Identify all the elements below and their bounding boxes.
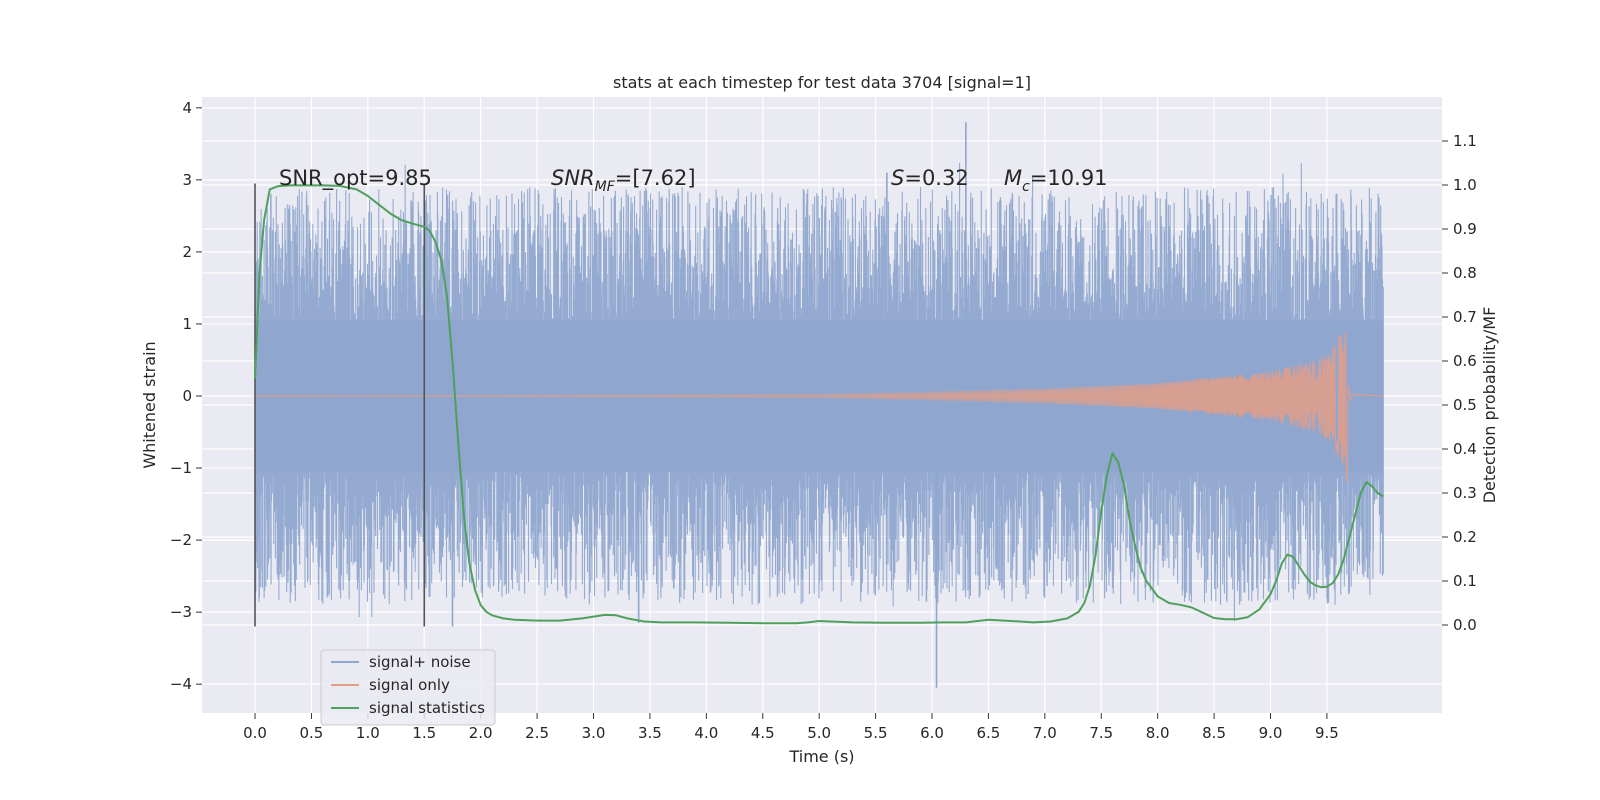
annotation-s: S=0.32 <box>891 166 969 190</box>
chirp-trace <box>255 330 1384 483</box>
axis-ticks: 0.0 0.5 1.0 1.5 2.0 2.5 3.0 3.5 4.0 4.5 5.0 5.5 6.0 6… <box>170 99 1477 742</box>
y-left-tick-label: −2 <box>170 531 192 549</box>
y-left-tick-label: 2 <box>182 243 192 261</box>
y-right-tick-label: 0.3 <box>1453 484 1477 502</box>
x-tick-label: 4.5 <box>751 724 775 742</box>
s-value: =0.32 <box>904 166 968 190</box>
x-tick-label: 5.5 <box>864 724 888 742</box>
snr-mf-sub: MF <box>595 179 616 195</box>
x-axis-label: Time (s) <box>788 747 854 766</box>
y-left-tick-label: 4 <box>182 99 192 117</box>
snr-mf-value: =[7.62] <box>615 166 696 190</box>
series-signal-statistics <box>254 184 1384 625</box>
x-tick-label: 6.5 <box>976 724 1000 742</box>
x-tick-label: 9.0 <box>1259 724 1283 742</box>
s-symbol: S <box>891 166 904 190</box>
y-axis-right-label: Detection probability/MF <box>1480 307 1499 504</box>
x-tick-label: 6.0 <box>920 724 944 742</box>
y-right-tick-label: 0.9 <box>1453 220 1477 238</box>
y-right-tick-label: 0.6 <box>1453 352 1477 370</box>
y-right-tick-label: 0.8 <box>1453 264 1477 282</box>
legend-label-signal-plus-noise: signal+ noise <box>369 653 471 671</box>
vertical-markers <box>254 183 426 627</box>
mc-sub: c <box>1022 179 1030 195</box>
mc-symbol: M <box>1004 166 1022 190</box>
snr-mf-main: SNR <box>551 166 595 190</box>
x-tick-label: 5.0 <box>807 724 831 742</box>
x-tick-label: 0.0 <box>243 724 267 742</box>
x-tick-label: 2.5 <box>525 724 549 742</box>
y-right-tick-label: 0.5 <box>1453 396 1477 414</box>
y-right-tick-label: 0.0 <box>1453 616 1477 634</box>
mc-value: =10.91 <box>1030 166 1108 190</box>
y-right-tick-label: 1.1 <box>1453 132 1477 150</box>
x-tick-label: 1.5 <box>412 724 436 742</box>
y-right-tick-label: 1.0 <box>1453 176 1477 194</box>
stat-line <box>254 184 1384 625</box>
x-tick-label: 7.0 <box>1033 724 1057 742</box>
legend-label-signal-only: signal only <box>369 676 450 694</box>
y-left-tick-label: 3 <box>182 171 192 189</box>
series-signal-only <box>255 330 1384 483</box>
y-left-tick-label: −4 <box>170 675 192 693</box>
y-right-tick-label: 0.2 <box>1453 528 1477 546</box>
chart-title: stats at each timestep for test data 370… <box>613 73 1031 92</box>
y-left-tick-label: 0 <box>182 387 192 405</box>
y-right-tick-label: 0.1 <box>1453 572 1477 590</box>
y-right-tick-label: 0.4 <box>1453 440 1477 458</box>
legend-box <box>320 649 496 726</box>
y-left-tick-label: 1 <box>182 315 192 333</box>
x-tick-label: 3.5 <box>638 724 662 742</box>
annotation-mc: Mc=10.91 <box>1004 166 1108 195</box>
x-tick-label: 1.0 <box>356 724 380 742</box>
x-tick-label: 9.5 <box>1315 724 1339 742</box>
y-left-tick-label: −1 <box>170 459 192 477</box>
x-tick-label: 8.5 <box>1202 724 1226 742</box>
x-tick-label: 7.5 <box>1089 724 1113 742</box>
x-tick-label: 2.0 <box>469 724 493 742</box>
legend-label-signal-statistics: signal statistics <box>369 699 485 717</box>
x-tick-label: 8.0 <box>1146 724 1170 742</box>
annotation-snr-opt: SNR_opt=9.85 <box>279 166 432 191</box>
x-tick-label: 3.0 <box>582 724 606 742</box>
y-axis-left-label: Whitened strain <box>140 341 159 468</box>
x-tick-label: 4.0 <box>694 724 718 742</box>
annotation-snr-mf: SNRMF=[7.62] <box>551 166 696 195</box>
y-left-tick-label: −3 <box>170 603 192 621</box>
y-right-tick-label: 0.7 <box>1453 308 1477 326</box>
legend: signal+ noise signal only signal statist… <box>320 649 496 726</box>
x-tick-label: 0.5 <box>300 724 324 742</box>
